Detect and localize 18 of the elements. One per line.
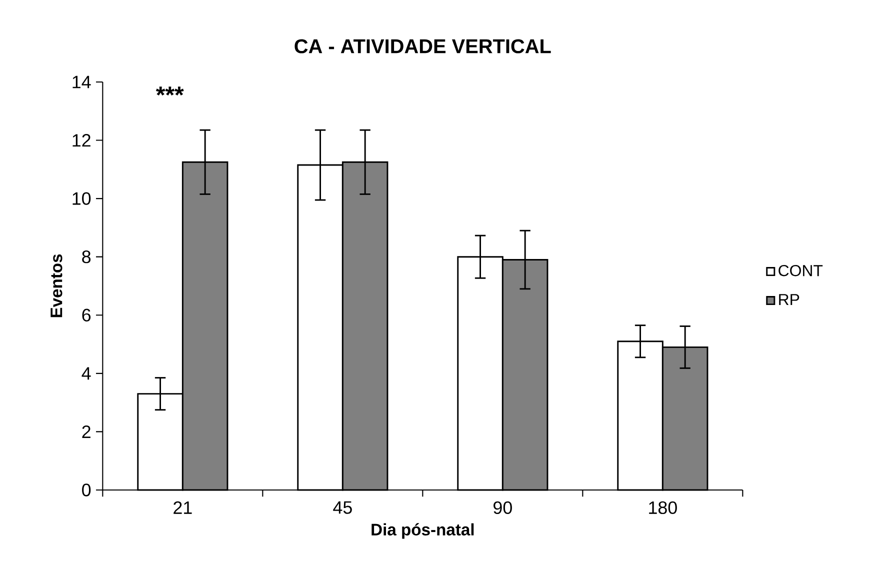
x-axis-title: Dia pós-natal [372,523,474,539]
legend-label: CONT [778,264,823,276]
y-tick-label: 0 [82,484,91,496]
x-tick-label: 21 [174,501,192,514]
y-tick-label: 6 [82,308,91,322]
x-tick-label: 90 [494,501,512,514]
y-tick-label: 4 [82,367,91,380]
x-tick-label: 180 [649,501,677,514]
y-tick-label: 14 [72,76,91,88]
x-tick-label: 45 [333,501,352,514]
y-tick-label: 10 [72,192,91,205]
annotation: *** [156,86,184,96]
chart-title: CA - ATIVIDADE VERTICAL [294,39,551,54]
y-axis-title: Eventos [50,254,62,318]
y-tick-label: 8 [82,250,91,264]
y-tick-label: 2 [82,425,90,438]
legend-label: RP [779,294,800,306]
y-tick-label: 12 [72,134,90,147]
